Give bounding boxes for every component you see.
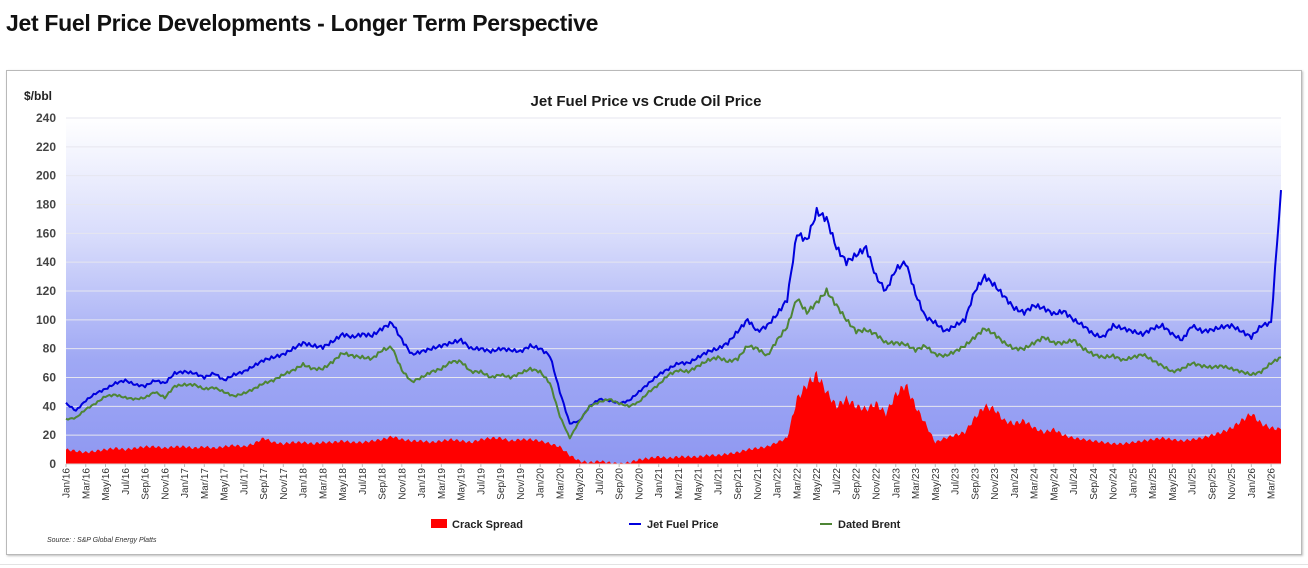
x-tick-label: Jan/21	[654, 468, 665, 498]
y-tick-label: 100	[36, 313, 56, 327]
legend-label: Crack Spread	[452, 519, 523, 531]
x-tick-label: Jul/21	[714, 468, 725, 495]
x-tick-label: Nov/18	[397, 468, 408, 500]
x-tick-label: May/21	[694, 468, 705, 501]
x-tick-label: Sep/23	[970, 468, 981, 500]
x-tick-label: Nov/19	[516, 468, 527, 500]
y-axis: 0 20 40 60 80 100 120 140 160 180 200 220 240	[36, 111, 56, 471]
x-tick-label: May/23	[931, 468, 942, 501]
legend-label: Dated Brent	[838, 519, 901, 531]
x-tick-label: Mar/23	[911, 468, 922, 500]
x-tick-label: May/24	[1049, 468, 1060, 501]
x-tick-label: Sep/25	[1207, 468, 1218, 500]
x-tick-label: Jul/19	[476, 468, 487, 495]
x-tick-label: Jan/19	[417, 468, 428, 498]
legend-swatch	[431, 519, 447, 528]
divider	[0, 564, 1308, 565]
x-tick-label: Nov/23	[990, 468, 1001, 500]
x-tick-label: Nov/24	[1109, 468, 1120, 500]
x-tick-label: Mar/16	[81, 468, 92, 500]
x-tick-label: May/17	[220, 468, 231, 501]
x-tick-label: May/22	[812, 468, 823, 501]
x-tick-label: Jul/23	[951, 468, 962, 495]
x-tick-label: Nov/21	[753, 468, 764, 500]
legend: Crack Spread Jet Fuel Price Dated Brent	[431, 519, 901, 531]
x-tick-label: Sep/17	[259, 468, 270, 500]
x-tick-label: Jan/17	[180, 468, 191, 498]
legend-label: Jet Fuel Price	[647, 519, 719, 531]
x-tick-label: Mar/21	[674, 468, 685, 500]
x-tick-label: Mar/24	[1030, 468, 1041, 500]
y-tick-label: 120	[36, 284, 56, 298]
series-crack-spread-area	[66, 370, 1281, 464]
x-tick-label: May/18	[338, 468, 349, 501]
x-tick-label: Jan/20	[536, 468, 547, 498]
x-tick-label: Jul/18	[358, 468, 369, 495]
x-tick-label: Jan/18	[299, 468, 310, 498]
y-tick-label: 80	[43, 342, 57, 356]
series-layer	[65, 190, 1282, 464]
y-axis-unit-label: $/bbl	[24, 89, 52, 103]
x-tick-label: Nov/17	[279, 468, 290, 500]
x-tick-label: Sep/22	[852, 468, 863, 500]
x-axis: Jan/16 Mar/16 May/16 Jul/16 Sep/16 Nov/16 Jan/…	[62, 463, 1281, 501]
x-tick-label: Mar/26	[1267, 468, 1278, 500]
x-tick-label: Sep/24	[1089, 468, 1100, 500]
x-tick-label: Jan/24	[1010, 468, 1021, 498]
y-tick-label: 40	[43, 399, 57, 413]
x-tick-label: Jan/22	[773, 468, 784, 498]
y-tick-label: 0	[49, 457, 56, 471]
x-tick-label: Jul/25	[1188, 468, 1199, 495]
legend-item-dated-brent: Dated Brent	[820, 519, 901, 531]
legend-item-jet-fuel-price: Jet Fuel Price	[629, 519, 719, 531]
x-tick-label: Jan/25	[1128, 468, 1139, 498]
x-tick-label: Nov/25	[1227, 468, 1238, 500]
x-tick-label: May/25	[1168, 468, 1179, 501]
x-tick-label: Mar/25	[1148, 468, 1159, 500]
x-tick-label: Mar/19	[437, 468, 448, 500]
y-tick-label: 200	[36, 169, 56, 183]
x-tick-label: Jul/20	[595, 468, 606, 495]
x-tick-label: Nov/22	[872, 468, 883, 500]
x-tick-label: Nov/16	[160, 468, 171, 500]
y-tick-label: 180	[36, 198, 56, 212]
series-dated-brent-line	[65, 287, 1282, 440]
x-tick-label: Nov/20	[634, 468, 645, 500]
y-tick-label: 60	[43, 371, 57, 385]
x-tick-label: Sep/21	[733, 468, 744, 500]
x-tick-label: May/19	[457, 468, 468, 501]
x-tick-label: Mar/22	[793, 468, 804, 500]
y-tick-label: 160	[36, 226, 56, 240]
x-tick-label: Sep/20	[615, 468, 626, 500]
x-tick-label: Jul/22	[832, 468, 843, 495]
x-tick-label: Jan/23	[891, 468, 902, 498]
x-tick-label: Sep/18	[378, 468, 389, 500]
x-tick-label: Mar/20	[555, 468, 566, 500]
y-tick-label: 240	[36, 111, 56, 125]
x-tick-label: May/20	[575, 468, 586, 501]
x-tick-label: May/16	[101, 468, 112, 501]
x-tick-label: Sep/19	[496, 468, 507, 500]
x-tick-label: Jul/16	[121, 468, 132, 495]
y-tick-label: 20	[43, 428, 57, 442]
x-tick-label: Jul/17	[239, 468, 250, 495]
x-tick-label: Mar/18	[318, 468, 329, 500]
x-tick-label: Sep/16	[141, 468, 152, 500]
legend-item-crack-spread: Crack Spread	[431, 519, 523, 531]
x-tick-label: Jul/24	[1069, 468, 1080, 495]
series-jet-fuel-price-line	[65, 190, 1282, 425]
x-tick-label: Jan/16	[62, 468, 73, 498]
x-tick-label: Mar/17	[200, 468, 211, 500]
x-tick-label: Jan/26	[1247, 468, 1258, 498]
y-tick-label: 220	[36, 140, 56, 154]
page-title: Jet Fuel Price Developments - Longer Ter…	[6, 10, 599, 36]
chart-title: Jet Fuel Price vs Crude Oil Price	[531, 93, 762, 110]
y-tick-label: 140	[36, 255, 56, 269]
source-note: Source: : S&P Global Energy Platts	[47, 537, 157, 544]
